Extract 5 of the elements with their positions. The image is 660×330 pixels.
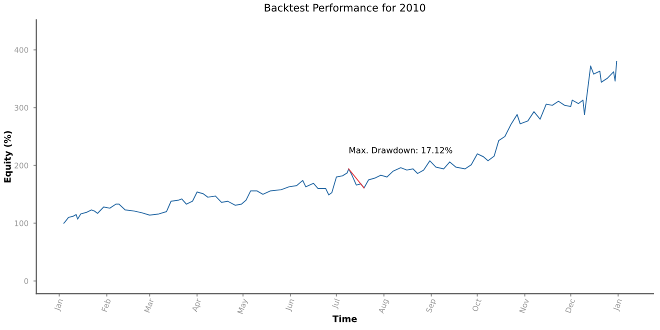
line-series <box>63 60 618 224</box>
x-axis-title: Time <box>332 315 357 322</box>
y-axis-title: Equity (%) <box>4 131 13 182</box>
annotation: Max. Drawdown: 17.12% <box>349 146 452 154</box>
chart-title: Backtest Performance for 2010 <box>264 4 426 12</box>
